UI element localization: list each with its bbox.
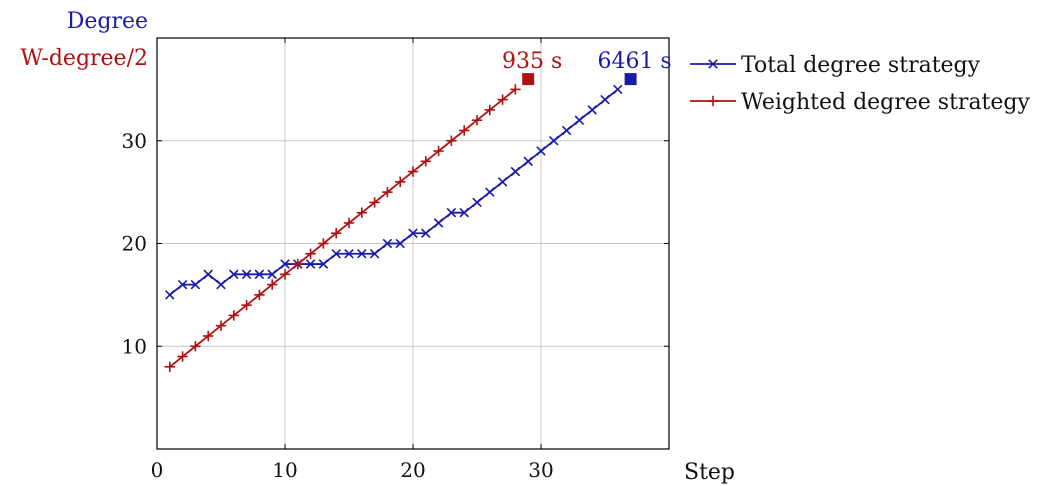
data-point [254,269,265,280]
data-point [433,218,444,228]
data-point [420,156,431,167]
y-tick-label: 30 [122,129,147,153]
end-point-label: 6461 s [597,49,671,74]
y-tick-label: 20 [122,232,147,256]
data-point [215,320,227,331]
data-point [292,258,303,270]
data-point [497,177,508,187]
data-point [241,299,252,311]
data-point [165,290,175,300]
data-point [472,197,482,208]
data-point [561,125,572,136]
data-point [318,238,329,249]
data-point [177,279,188,290]
legend-item: Total degree strategy [690,53,981,78]
data-point [382,186,393,198]
data-point [459,207,469,218]
data-point [536,146,546,156]
x-axis-label: Step [684,460,735,485]
data-point [587,105,597,115]
data-point [523,156,533,167]
grid-lines [157,38,669,449]
y-axis-label-line: W-degree/2 [20,46,148,71]
data-point [407,166,419,177]
data-point [241,269,252,280]
data-point [497,94,508,105]
series-line [169,88,516,368]
data-point [600,94,610,105]
data-point [305,259,316,269]
data-point [305,248,316,259]
data-point [459,125,470,136]
data-point [484,104,495,116]
data-point [446,207,457,218]
data-point [343,217,355,229]
series-2: 935 s [164,49,562,372]
end-point-marker [522,73,535,86]
end-point-marker [624,73,637,86]
data-point [203,269,213,280]
data-point [344,249,354,259]
series-1: 6461 s [165,49,672,300]
data-point [357,249,367,259]
data-point [369,197,380,208]
data-point [280,259,290,269]
y-axis-ticks: 10 20 30 [122,129,669,358]
data-point [395,238,405,249]
data-point [267,279,278,290]
data-point [216,279,226,290]
data-point [267,269,277,280]
data-point [510,84,521,95]
data-point [164,361,175,372]
data-point [485,187,495,197]
data-point [331,249,341,259]
data-point [279,269,291,280]
y-axis-label-line: Degree [67,9,148,34]
data-point [446,135,457,146]
data-point [433,145,444,157]
data-point [229,269,239,280]
legend: Total degree strategy Weighted degree str… [690,53,1031,115]
series-layer: 6461 s 935 s [164,49,672,372]
data-point [331,228,342,239]
data-point [395,176,406,188]
legend-label: Total degree strategy [741,53,981,78]
data-point [408,228,418,238]
x-tick-label: 30 [528,458,553,482]
data-point [318,259,329,269]
data-point [177,351,188,362]
x-tick-label: 20 [400,458,425,482]
data-point [190,341,201,352]
data-point [471,115,483,126]
data-point [421,228,431,238]
data-point [356,207,367,218]
data-point [203,330,214,342]
data-point [510,166,521,177]
end-point-label: 935 s [502,49,562,74]
x-tick-label: 10 [272,458,297,482]
data-point [574,115,585,125]
data-point [228,310,239,321]
data-point [369,249,380,259]
data-point [254,289,265,301]
y-axis-label: Degree W-degree/2 [20,9,148,71]
legend-item: Weighted degree strategy [690,90,1031,115]
data-point [190,279,201,290]
data-point [549,135,559,146]
y-tick-label: 10 [122,334,147,358]
series-line [169,88,619,296]
x-tick-label: 0 [151,458,164,482]
data-point [382,238,393,249]
data-point [613,84,623,95]
x-axis-ticks: 0 10 20 30 [151,38,554,482]
legend-label: Weighted degree strategy [741,90,1031,115]
